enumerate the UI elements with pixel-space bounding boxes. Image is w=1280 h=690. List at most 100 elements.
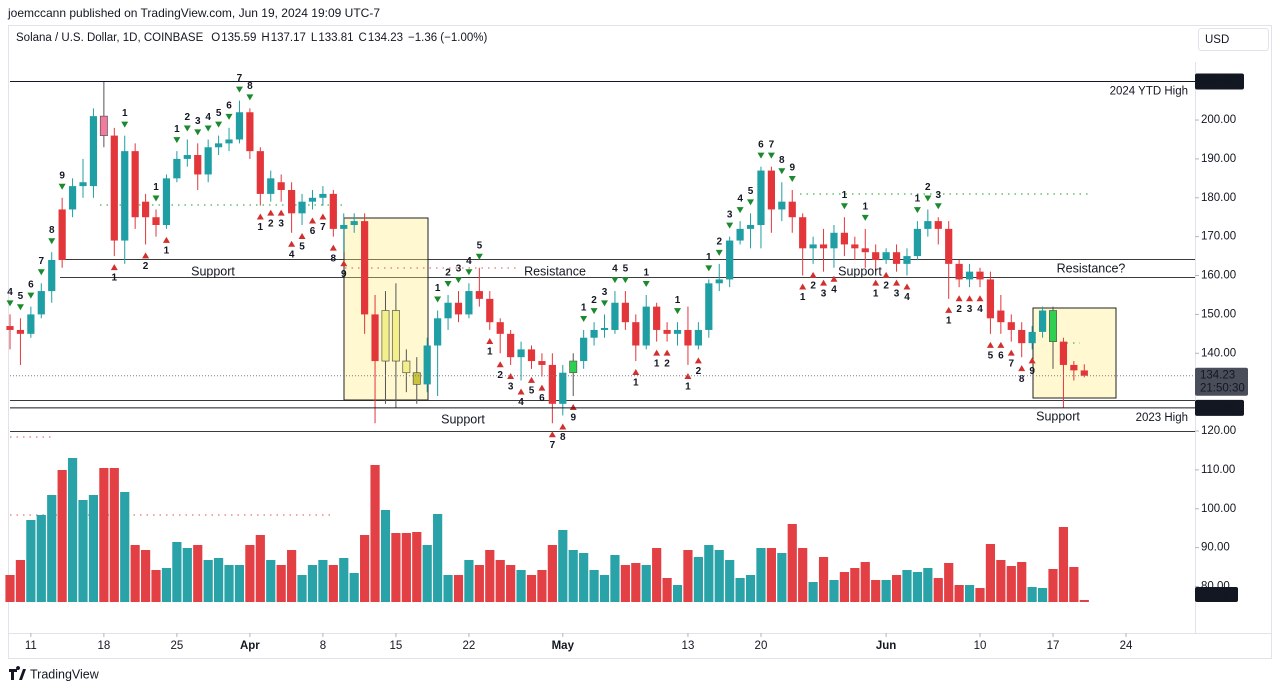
candle-body <box>235 112 244 140</box>
volume-bar <box>67 458 78 602</box>
volume-bar <box>495 560 505 602</box>
candle-body <box>945 228 953 264</box>
annotation: Support <box>191 264 235 278</box>
volume-bar <box>255 535 265 602</box>
td-marker <box>6 300 14 307</box>
price-tag <box>1195 73 1244 90</box>
volume-bar <box>662 578 672 602</box>
x-tick-label: Apr <box>240 640 260 652</box>
td-sell-count: 3 <box>727 209 733 220</box>
candle-body <box>1080 370 1088 376</box>
candle-body <box>423 345 431 385</box>
candle-body <box>924 221 932 229</box>
td-marker <box>955 295 963 302</box>
volume-bar <box>1037 588 1048 602</box>
td-marker <box>110 264 118 271</box>
candle-body <box>684 329 692 346</box>
candle-body <box>819 244 828 249</box>
candle-body <box>903 256 911 264</box>
volume-bar <box>1027 587 1037 602</box>
y-tick-label: 140.00 <box>1201 347 1236 359</box>
candle-body <box>653 306 661 330</box>
currency-box[interactable] <box>1198 28 1269 51</box>
candle-body <box>986 279 995 319</box>
candle-body <box>569 360 578 374</box>
candle-body <box>246 112 254 152</box>
td-buy-count: 8 <box>331 253 337 264</box>
td-buy-count: 1 <box>946 315 952 326</box>
volume-bar <box>1079 600 1089 602</box>
candles <box>6 81 1088 424</box>
td-marker <box>580 315 588 322</box>
candle-body <box>454 302 463 315</box>
volume-bar <box>871 580 881 602</box>
td-buy-count: 1 <box>873 288 879 299</box>
volume-bar <box>714 550 724 602</box>
volume-bar <box>1058 527 1069 602</box>
volume-bar <box>203 560 213 602</box>
candle-body <box>892 252 901 264</box>
y-tick-label: 120.00 <box>1201 425 1236 437</box>
td-marker <box>757 152 765 159</box>
candle-body <box>58 209 66 260</box>
currency[interactable]: USD <box>1205 34 1229 46</box>
td-marker <box>767 152 775 159</box>
candle-body <box>350 221 358 225</box>
volume-bar <box>547 545 557 602</box>
td-marker <box>434 296 442 303</box>
volume-bar <box>36 515 46 602</box>
td-buy-count: 8 <box>1019 374 1025 385</box>
td-marker <box>329 244 337 251</box>
candle-body <box>1049 310 1057 342</box>
volume-bar <box>798 548 808 602</box>
volume-bar <box>99 468 109 602</box>
td-sell-count: 5 <box>748 186 754 197</box>
td-sell-count: 2 <box>925 182 931 193</box>
td-marker <box>674 308 682 315</box>
td-sell-count: 3 <box>602 287 608 298</box>
volume-bar <box>151 570 161 602</box>
y-tick-label: 100.00 <box>1201 503 1236 515</box>
volume-bar <box>975 588 985 602</box>
volume-bar <box>787 524 797 602</box>
candle-body <box>778 201 786 210</box>
candle-body <box>110 135 118 241</box>
td-sell-count: 8 <box>49 225 55 236</box>
td-marker <box>340 260 348 267</box>
td-marker <box>820 279 828 286</box>
td-buy-count: 4 <box>518 397 524 408</box>
volume-bar <box>224 565 234 602</box>
volume-bar <box>1006 566 1016 602</box>
td-marker <box>204 125 212 132</box>
td-buy-count: 1 <box>487 347 493 358</box>
candle-body <box>402 360 411 374</box>
td-marker <box>966 295 974 302</box>
candle-body <box>632 322 640 346</box>
td-sell-count: 8 <box>779 155 785 166</box>
candle-body <box>37 291 45 315</box>
candle-body <box>225 139 233 144</box>
volume-bar <box>745 575 756 602</box>
candle-body <box>194 155 202 175</box>
volume-bar <box>839 572 849 602</box>
td-sell-count: 5 <box>216 108 222 119</box>
volume-bar <box>57 470 67 602</box>
ohlc-label: L <box>311 32 318 44</box>
td-buy-count: 3 <box>894 288 900 299</box>
price-tag-label: 209.90 <box>1200 76 1235 88</box>
volume-bar <box>725 560 735 602</box>
td-marker <box>1028 357 1036 364</box>
candle-body <box>412 372 421 385</box>
volume-bar <box>245 545 255 602</box>
td-marker <box>142 252 150 259</box>
volume-bar <box>944 563 954 602</box>
candle-body <box>736 228 744 241</box>
volume-bar <box>964 585 975 602</box>
candle-body <box>152 217 160 225</box>
candle-body <box>68 186 77 210</box>
volume-bar <box>485 550 495 602</box>
candle-body <box>851 244 859 249</box>
x-tick-label: 17 <box>1047 640 1060 652</box>
price-change: −1.36 (−1.00%) <box>408 32 487 44</box>
candle-body <box>600 328 609 330</box>
